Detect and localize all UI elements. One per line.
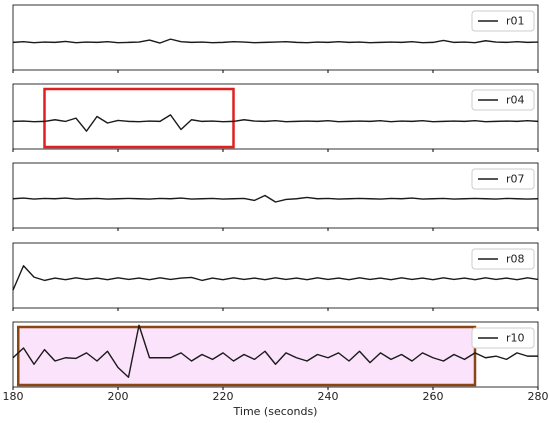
x-tick-label: 180 xyxy=(3,390,24,403)
x-tick-label: 200 xyxy=(108,390,129,403)
x-tick-label: 260 xyxy=(423,390,444,403)
line xyxy=(12,265,539,291)
line xyxy=(12,38,539,44)
panel-frame xyxy=(12,83,539,150)
legend-label: r08 xyxy=(506,253,525,266)
legend-label: r04 xyxy=(506,94,525,107)
panel-frame xyxy=(12,242,539,309)
line xyxy=(12,324,538,378)
legend-box xyxy=(471,10,535,32)
panel-frame xyxy=(12,162,539,229)
legend-label: r07 xyxy=(506,173,525,186)
legend-label: r01 xyxy=(506,15,525,28)
legend-box xyxy=(471,89,535,111)
legend-box xyxy=(471,248,535,270)
highlight-region xyxy=(43,87,235,149)
legend-box xyxy=(471,168,535,190)
legend-label: r10 xyxy=(506,332,525,345)
x-tick-label: 220 xyxy=(213,390,234,403)
legend-box xyxy=(471,327,535,349)
panel-frame xyxy=(12,321,539,388)
line xyxy=(12,114,539,132)
x-tick-label: 240 xyxy=(318,390,339,403)
line xyxy=(12,194,539,203)
x-tick-label: 280 xyxy=(528,390,549,403)
x-axis-label: Time (seconds) xyxy=(233,405,318,418)
panel-frame xyxy=(12,4,539,71)
